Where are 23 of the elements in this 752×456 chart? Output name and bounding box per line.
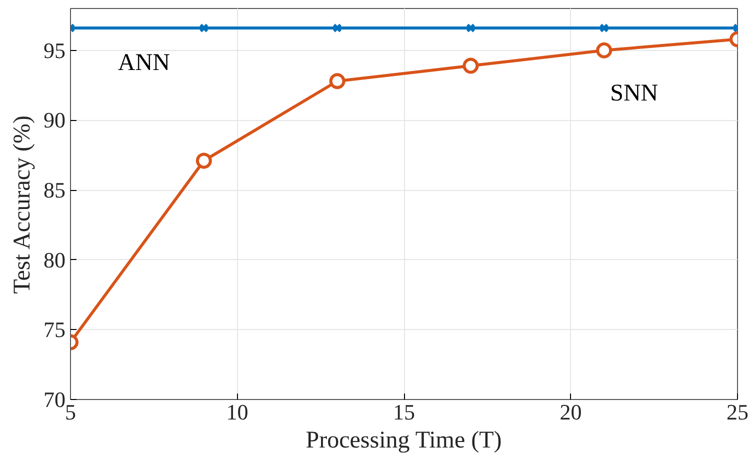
- y-tick-label: 85: [44, 178, 66, 203]
- y-tick-label: 80: [44, 247, 66, 272]
- x-tick-label: 15: [393, 400, 415, 424]
- point: [596, 42, 612, 58]
- point: [332, 23, 342, 33]
- y-tick-label: 70: [44, 387, 66, 412]
- x-tick-label: 25: [726, 400, 748, 424]
- x-axis-title: Processing Time (T): [306, 428, 502, 454]
- point: [462, 58, 479, 74]
- y-tick-label: 75: [44, 317, 66, 342]
- y-tick-label: 95: [44, 38, 66, 63]
- x-tick-label: 10: [226, 400, 248, 424]
- y-tick-label: 90: [44, 108, 66, 133]
- series-label: ANN: [118, 50, 170, 76]
- series-label: SNN: [610, 80, 658, 106]
- x-tick-label: 5: [65, 400, 76, 424]
- x-tick-label: 20: [560, 400, 582, 424]
- point: [599, 23, 609, 33]
- point: [329, 73, 346, 90]
- point: [199, 23, 209, 33]
- y-axis-title: Test Accuracy (%): [10, 116, 36, 294]
- point: [466, 23, 476, 33]
- point: [196, 152, 212, 169]
